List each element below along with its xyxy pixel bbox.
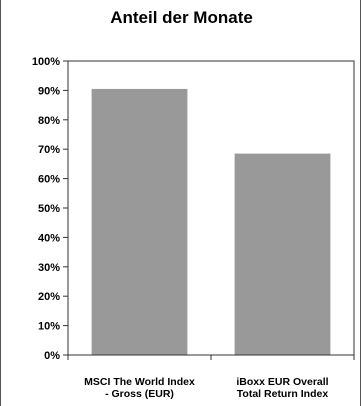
y-tick-label: 70% <box>38 144 60 156</box>
y-tick-label: 40% <box>38 232 60 244</box>
bar-2 <box>234 153 331 355</box>
bar-1 <box>91 88 188 356</box>
y-tick-label: 30% <box>38 262 60 274</box>
x-category-label: iBoxx EUR Overall Total Return Index <box>236 376 328 400</box>
y-tick-label: 60% <box>38 174 60 186</box>
y-tick-label: 100% <box>32 56 60 68</box>
axes <box>63 60 355 360</box>
bars <box>91 88 331 356</box>
x-category-label: MSCI The World Index - Gross (EUR) <box>84 376 195 400</box>
y-tick-label: 50% <box>38 203 60 215</box>
y-tick-label: 90% <box>38 85 60 97</box>
y-tick-label: 0% <box>44 350 60 362</box>
y-tick-label: 20% <box>38 291 60 303</box>
y-tick-label: 10% <box>38 321 60 333</box>
labels: 0% 10% 20% 30% 40% 50% 60% 70% 80% 90% 100% MSCI Th… <box>32 56 329 400</box>
y-tick-label: 80% <box>38 115 60 127</box>
chart-title: Anteil der Monate <box>110 8 253 27</box>
